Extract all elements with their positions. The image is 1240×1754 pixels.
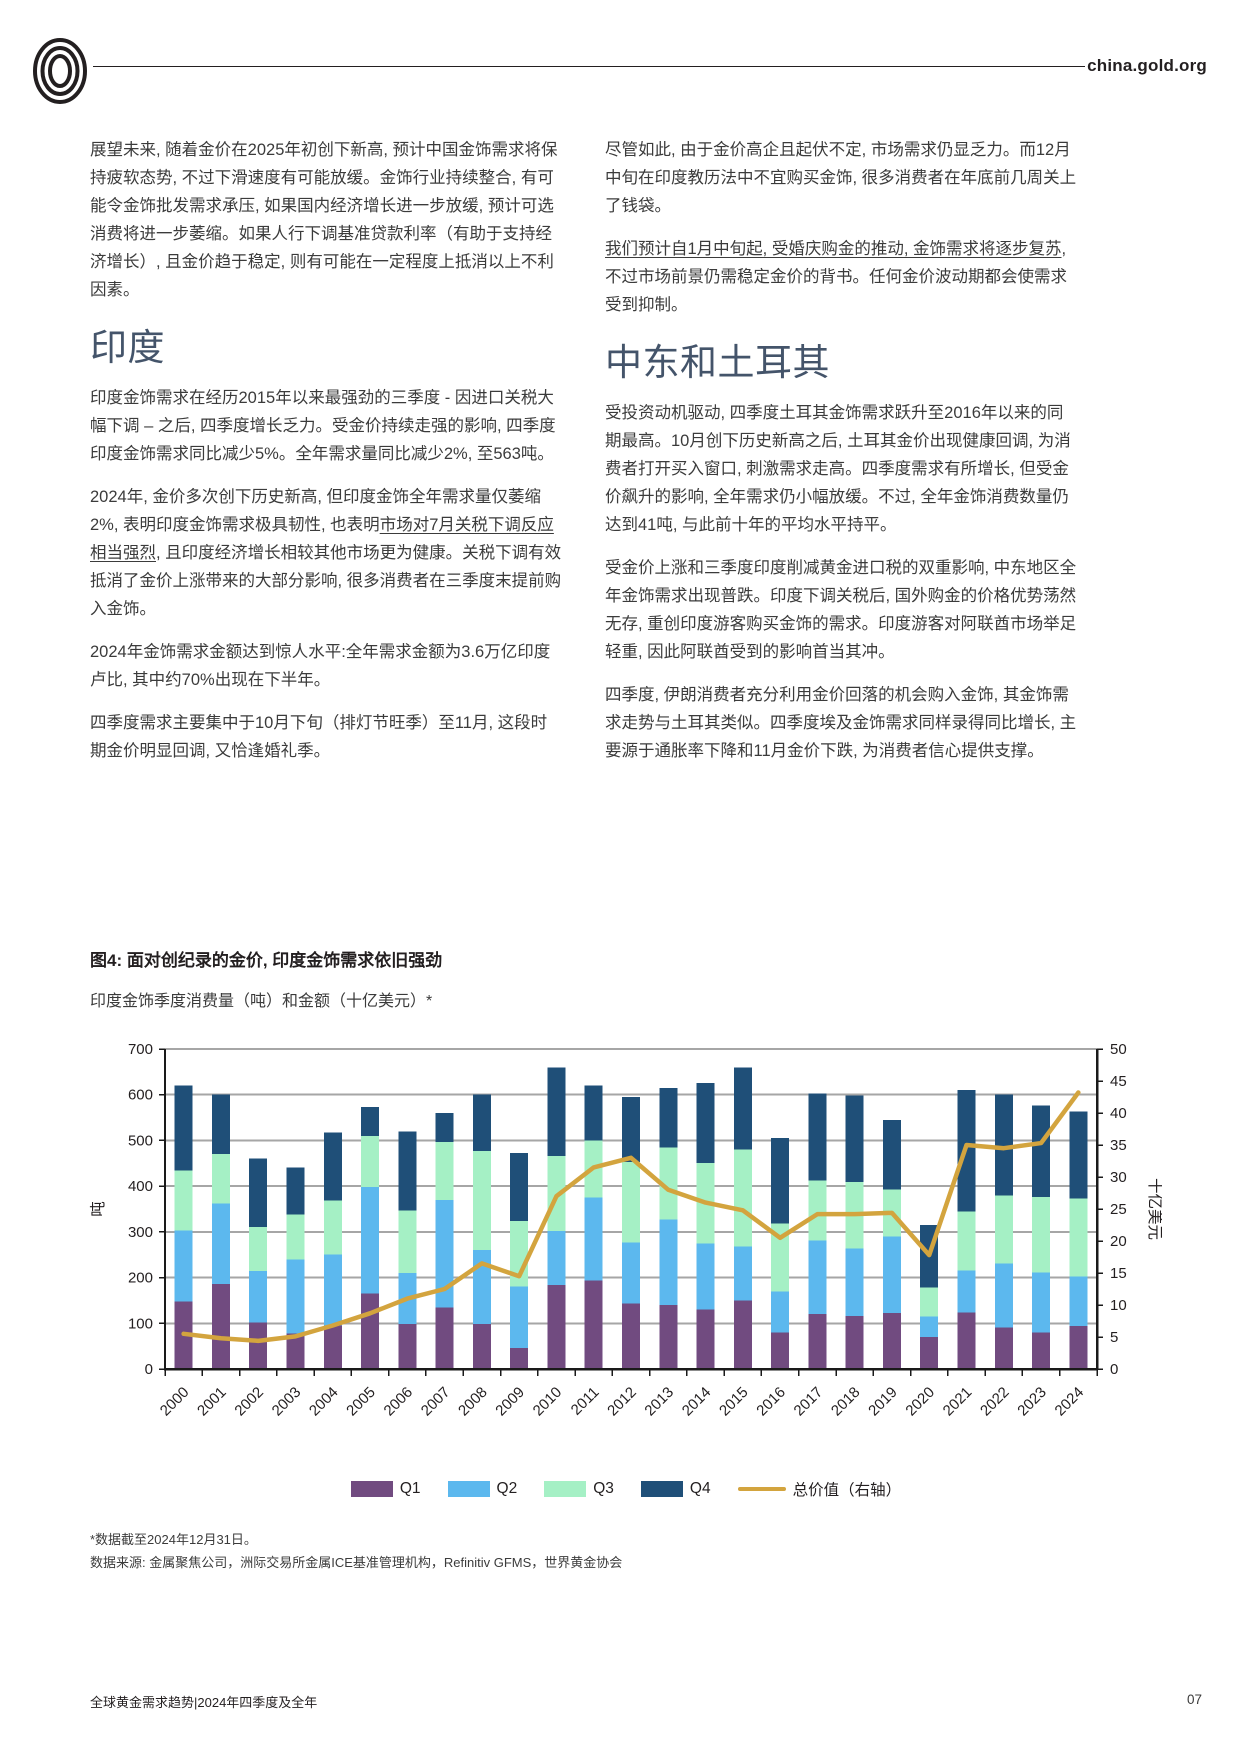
svg-text:25: 25 xyxy=(1110,1201,1127,1218)
paragraph-met-1: 受投资动机驱动, 四季度土耳其金饰需求跃升至2016年以来的同期最高。10月创下… xyxy=(605,404,1071,534)
svg-text:2010: 2010 xyxy=(530,1384,566,1420)
paragraph-india-1: 印度金饰需求在经历2015年以来最强劲的三季度 - 因进口关税大幅下调 – 之后… xyxy=(90,389,556,463)
paragraph-india-3: 2024年金饰需求金额达到惊人水平:全年需求金额为3.6万亿印度卢比, 其中约7… xyxy=(90,643,551,689)
site-link[interactable]: china.gold.org xyxy=(1087,56,1207,75)
page-number: 07 xyxy=(1186,1692,1202,1707)
paragraph-met-2: 受金价上涨和三季度印度削减黄金进口税的双重影响, 中东地区全年金饰需求出现普跌。… xyxy=(605,559,1077,661)
svg-text:0: 0 xyxy=(1110,1361,1118,1378)
figure-footnotes: *数据截至2024年12月31日。 数据来源: 金属聚焦公司，洲际交易所金属IC… xyxy=(90,1528,1165,1574)
legend-item-q3: Q3 xyxy=(544,1480,614,1498)
svg-text:20: 20 xyxy=(1110,1233,1127,1250)
svg-text:2017: 2017 xyxy=(791,1384,827,1420)
svg-text:2015: 2015 xyxy=(716,1384,752,1420)
svg-text:600: 600 xyxy=(128,1087,153,1104)
legend-item-q4: Q4 xyxy=(640,1480,711,1498)
legend-item-q1: Q1 xyxy=(350,1480,421,1498)
svg-text:2022: 2022 xyxy=(977,1384,1013,1420)
svg-text:700: 700 xyxy=(128,1041,153,1058)
underlined-text: 市场对7月关税下调反应相当强烈 xyxy=(90,516,554,562)
paragraph-india-2: 2024年, 金价多次创下历史新高, 但印度金饰全年需求量仅萎缩2%, 表明印度… xyxy=(90,488,562,618)
svg-text:2006: 2006 xyxy=(381,1384,417,1420)
svg-text:2008: 2008 xyxy=(455,1384,491,1420)
svg-text:50: 50 xyxy=(1110,1041,1127,1058)
svg-text:2004: 2004 xyxy=(306,1384,342,1420)
svg-text:2001: 2001 xyxy=(194,1384,230,1420)
axes xyxy=(159,1048,1103,1376)
svg-text:40: 40 xyxy=(1110,1105,1127,1122)
svg-text:30: 30 xyxy=(1110,1169,1127,1186)
paragraph-met-3: 四季度, 伊朗消费者充分利用金价回落的机会购入金饰, 其金饰需求走势与土耳其类似… xyxy=(605,686,1077,760)
legend-item-q2: Q2 xyxy=(447,1480,517,1498)
svg-text:2023: 2023 xyxy=(1014,1384,1050,1420)
paragraph-india-4: 四季度需求主要集中于10月下旬（排灯节旺季）至11月, 这段时期金价明显回调, … xyxy=(90,714,548,760)
svg-text:2002: 2002 xyxy=(231,1384,267,1420)
figure-4: 图4: 面对创纪录的金价, 印度金饰需求依旧强劲 印度金饰季度消费量（吨）和金额… xyxy=(87,946,1165,1574)
footnote-sources: 数据来源: 金属聚焦公司，洲际交易所金属ICE基准管理机构，Refinitiv … xyxy=(90,1555,623,1570)
svg-text:2000: 2000 xyxy=(157,1384,193,1420)
figure-subtitle: 印度金饰季度消费量（吨）和金额（十亿美元）* xyxy=(90,993,433,1010)
world-gold-council-logo-icon xyxy=(33,38,87,104)
svg-text:2018: 2018 xyxy=(828,1384,864,1420)
underlined-text: 我们预计自1月中旬起, 受婚庆购金的推动, 金饰需求将逐步复苏 xyxy=(605,240,1062,258)
svg-text:2007: 2007 xyxy=(418,1384,454,1420)
svg-text:2024: 2024 xyxy=(1052,1384,1088,1420)
svg-text:2020: 2020 xyxy=(902,1384,938,1420)
svg-text:十亿美元: 十亿美元 xyxy=(1146,1178,1162,1240)
india-heading: 印度 xyxy=(90,327,165,368)
report-title-footer: 全球黄金需求趋势|2024年四季度及全年 xyxy=(90,1695,318,1710)
svg-text:400: 400 xyxy=(128,1178,153,1195)
svg-text:35: 35 xyxy=(1110,1137,1127,1154)
total-value-line xyxy=(181,1090,1081,1344)
figure-title: 图4: 面对创纪录的金价, 印度金饰需求依旧强劲 xyxy=(90,951,443,970)
svg-text:100: 100 xyxy=(128,1315,153,1332)
india-jewellery-chart: 0 100 200 300 400 500 600 700 0 5 10 15 20 25 30 35 40 45… xyxy=(89,1041,1164,1420)
q1-swatch xyxy=(350,1481,393,1497)
total-value-line-swatch xyxy=(737,1486,786,1492)
right-column: 尽管如此, 由于金价高企且起伏不定, 市场需求仍显乏力。而12月中旬在印度教历法… xyxy=(605,136,1078,780)
q4-swatch xyxy=(640,1481,683,1497)
chart-legend: Q1 Q2 Q3 Q4 总价值（右轴） xyxy=(87,1478,1165,1500)
svg-text:10: 10 xyxy=(1110,1297,1127,1314)
svg-text:2005: 2005 xyxy=(343,1384,379,1420)
stacked-bars xyxy=(174,1067,1088,1369)
svg-text:2016: 2016 xyxy=(753,1384,789,1420)
svg-text:2019: 2019 xyxy=(865,1384,901,1420)
header-rule xyxy=(93,66,1085,67)
paragraph-india-5: 尽管如此, 由于金价高企且起伏不定, 市场需求仍显乏力。而12月中旬在印度教历法… xyxy=(605,141,1077,215)
svg-text:吨: 吨 xyxy=(89,1201,107,1217)
svg-text:2013: 2013 xyxy=(641,1384,677,1420)
middle-east-turkey-heading: 中东和土耳其 xyxy=(605,342,830,383)
svg-text:2009: 2009 xyxy=(492,1384,528,1420)
legend-item-total-value: 总价值（右轴） xyxy=(737,1478,901,1500)
q2-swatch xyxy=(447,1481,490,1497)
svg-text:500: 500 xyxy=(128,1132,153,1149)
svg-text:300: 300 xyxy=(128,1224,153,1241)
svg-text:200: 200 xyxy=(128,1270,153,1287)
svg-text:2014: 2014 xyxy=(679,1384,715,1420)
svg-text:0: 0 xyxy=(145,1361,153,1378)
paragraph-india-6: 我们预计自1月中旬起, 受婚庆购金的推动, 金饰需求将逐步复苏, 不过市场前景仍… xyxy=(605,240,1067,314)
svg-text:2021: 2021 xyxy=(940,1384,976,1420)
left-column: 展望未来, 随着金价在2025年初创下新高, 预计中国金饰需求将保持疲软态势, … xyxy=(90,136,563,780)
svg-text:5: 5 xyxy=(1110,1329,1118,1346)
svg-text:45: 45 xyxy=(1110,1073,1127,1090)
svg-text:2012: 2012 xyxy=(604,1384,640,1420)
q3-swatch xyxy=(544,1481,587,1497)
svg-text:2011: 2011 xyxy=(568,1384,603,1419)
paragraph-china-outlook: 展望未来, 随着金价在2025年初创下新高, 预计中国金饰需求将保持疲软态势, … xyxy=(90,141,558,299)
footnote-asof: *数据截至2024年12月31日。 xyxy=(90,1532,257,1547)
svg-text:15: 15 xyxy=(1110,1265,1127,1282)
svg-text:2003: 2003 xyxy=(269,1384,305,1420)
